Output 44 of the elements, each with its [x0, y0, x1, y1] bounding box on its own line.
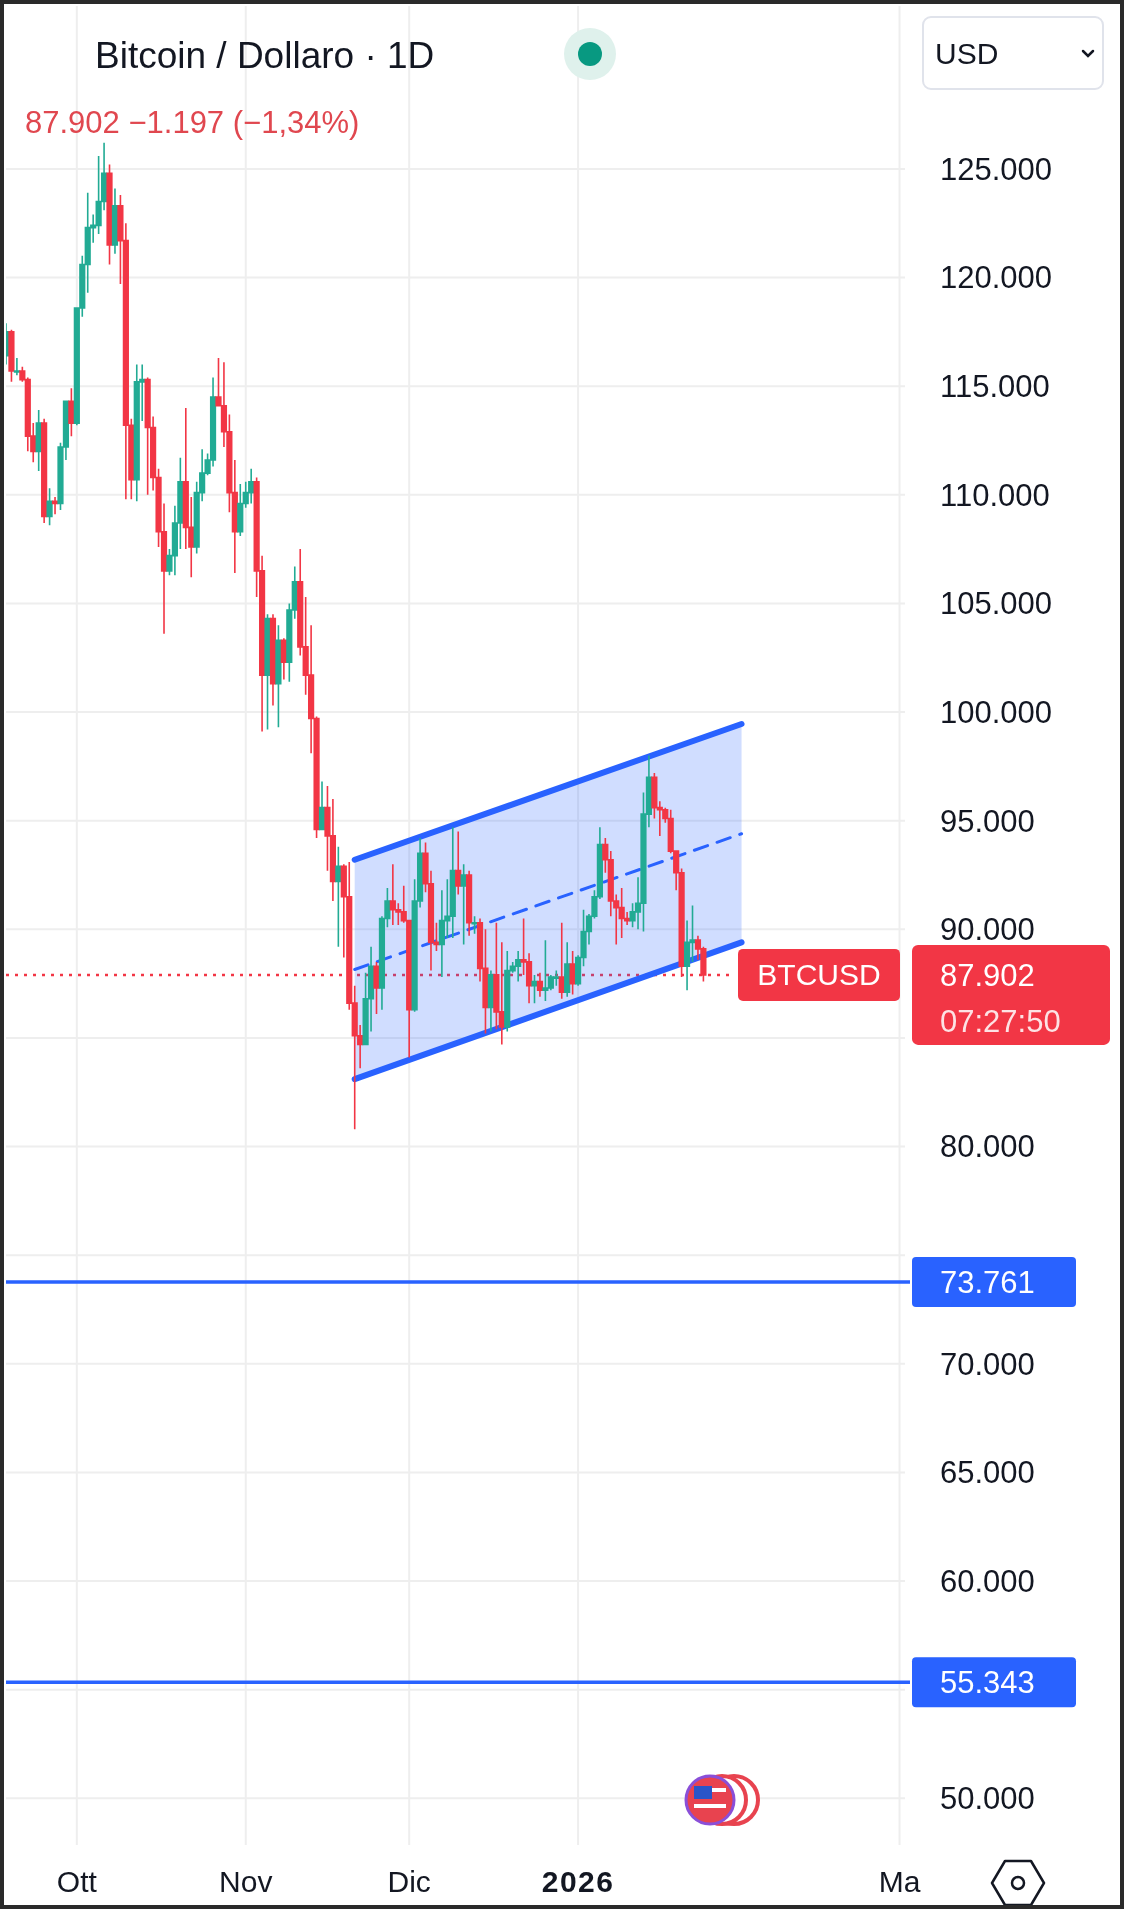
x-tick-label: Nov [219, 1865, 273, 1898]
candlestick [558, 921, 565, 1000]
candlestick [13, 357, 20, 377]
candlestick [68, 387, 75, 437]
y-tick-label: 50.000 [940, 1781, 1035, 1817]
candlestick [460, 863, 467, 946]
y-tick-label: 100.000 [940, 694, 1053, 730]
y-tick-label: 120.000 [940, 260, 1053, 296]
candlestick [46, 487, 53, 527]
y-tick-label: 70.000 [940, 1346, 1035, 1382]
candlestick [275, 624, 282, 729]
ref-line-label: 73.761 [940, 1264, 1035, 1300]
ref-line-label: BTCUSD [757, 958, 881, 992]
text: 87.902 −1.197 (−1,34%) [25, 104, 360, 140]
x-tick-label: Dic [387, 1865, 431, 1898]
y-tick-label: 60.000 [940, 1563, 1035, 1599]
y-tick-label: 95.000 [940, 803, 1035, 839]
y-tick-label: 125.000 [940, 151, 1053, 187]
candlestick [466, 869, 473, 937]
y-tick-label: 80.000 [940, 1129, 1035, 1165]
text: 07:27:50 [940, 1003, 1061, 1039]
y-tick-label: 105.000 [940, 586, 1053, 622]
candlestick [531, 974, 538, 1004]
ref-line-label: 55.343 [940, 1665, 1035, 1701]
candlestick [471, 915, 478, 935]
candlestick [51, 496, 59, 516]
candlestick [564, 941, 571, 998]
y-tick-label: 65.000 [940, 1455, 1035, 1491]
candlestick [264, 613, 271, 731]
text: 87.902 [940, 957, 1035, 993]
y-tick-label: 90.000 [940, 912, 1035, 948]
text: USD [935, 36, 999, 70]
y-tick-label: 110.000 [940, 477, 1050, 513]
x-tick-label: 2026 [541, 1865, 615, 1898]
candlestick [335, 845, 342, 948]
candlestick [318, 780, 326, 831]
candlestick [106, 163, 113, 266]
y-tick-label: 115.000 [940, 369, 1050, 405]
text: Bitcoin / Dollaro · 1D [95, 34, 435, 76]
x-tick-label: Ott [56, 1865, 98, 1898]
candlestick [455, 830, 462, 896]
candlestick [8, 328, 15, 383]
x-tick-label: Ma [878, 1865, 921, 1898]
candlestick [373, 961, 380, 1015]
